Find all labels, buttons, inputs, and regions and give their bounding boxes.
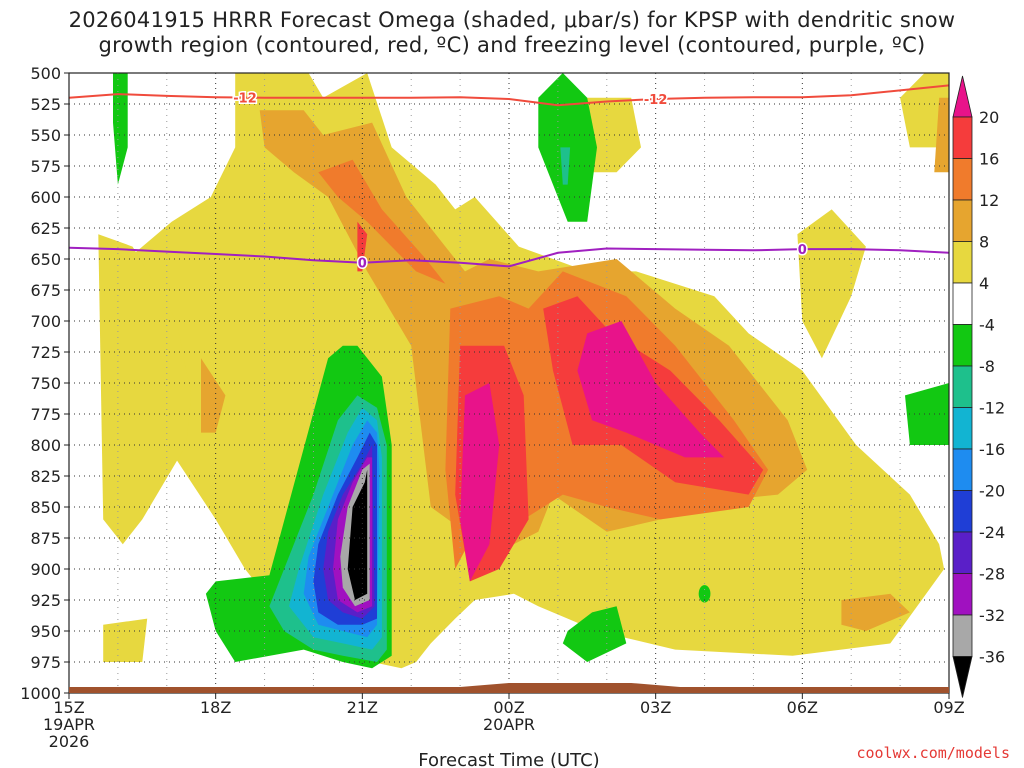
colorbar-label: -20 [979, 482, 1005, 501]
colorbar-bin [952, 448, 973, 491]
y-tick-label: 700 [30, 312, 61, 331]
contour-line [69, 246, 949, 268]
omega-tan-lowright [841, 593, 910, 631]
y-tick-label: 1000 [20, 684, 61, 703]
colorbar-label: 16 [979, 150, 999, 169]
colorbar-cap-bottom [952, 656, 973, 698]
x-tick-year: 2026 [49, 732, 90, 751]
y-tick-label: 825 [30, 467, 61, 486]
colorbar-bin [952, 490, 973, 533]
site-credit: coolwx.com/models [856, 744, 1010, 762]
y-tick-label: 625 [30, 219, 61, 238]
y-tick-label: 975 [30, 653, 61, 672]
y-tick-label: 875 [30, 529, 61, 548]
contour-layer: -12 -12 0 0 [69, 84, 949, 273]
colorbar-bin [952, 614, 973, 657]
colorbar-label: -32 [979, 606, 1005, 625]
plot-grid [69, 73, 949, 693]
x-tick-label: 06Z [787, 698, 818, 717]
x-tick-label: 15Z [53, 698, 84, 717]
y-tick-label: 925 [30, 591, 61, 610]
colorbar-label: -8 [979, 357, 995, 376]
x-tick-label: 09Z [933, 698, 964, 717]
colorbar-label: -24 [979, 523, 1005, 542]
colorbar-cap-top [952, 75, 973, 118]
x-tick-label: 21Z [347, 698, 378, 717]
omega-core-black [347, 469, 368, 600]
plot-axes: 500 525 550 575 600 625 650 675 700 725 750 775 800 8… [20, 64, 964, 751]
colorbar: 20 16 12 8 4 -4 -8 -12 -16 -20 -24 -28 -32 -36 [952, 75, 1005, 698]
omega-yellow-corner [103, 618, 148, 662]
omega-green-right [905, 383, 949, 445]
terrain-bump [460, 683, 681, 687]
omega-shaded-field [98, 73, 949, 669]
colorbar-label: 8 [979, 233, 989, 252]
omega-orange-upper [318, 159, 446, 284]
colorbar-label: 20 [979, 108, 999, 127]
colorbar-label: -28 [979, 565, 1005, 584]
colorbar-label: -4 [979, 316, 995, 335]
x-tick-date: 19APR [43, 715, 95, 734]
omega-green-bottom [562, 606, 627, 662]
colorbar-label: -16 [979, 440, 1005, 459]
omega-yellow-left [98, 234, 192, 545]
y-tick-label: 850 [30, 498, 61, 517]
y-tick-label: 575 [30, 157, 61, 176]
colorbar-bin [952, 241, 973, 284]
y-tick-label: 600 [30, 188, 61, 207]
y-tick-label: 725 [30, 343, 61, 362]
x-tick-date: 20APR [483, 715, 535, 734]
chart-title-line1: 2026041915 HRRR Forecast Omega (shaded, … [68, 8, 956, 32]
y-tick-label: 800 [30, 436, 61, 455]
colorbar-bin [952, 407, 973, 450]
omega-tan-right [934, 97, 949, 173]
chart-title-line2: growth region (contoured, red, ºC) and f… [98, 33, 926, 57]
colorbar-bin [952, 573, 973, 616]
y-tick-label: 525 [30, 95, 61, 114]
colorbar-bin [952, 324, 973, 367]
omega-green-dot [698, 585, 711, 603]
terrain-band [69, 687, 949, 693]
colorbar-bin [952, 199, 973, 242]
y-tick-label: 650 [30, 250, 61, 269]
omega-yellow-topright [900, 73, 949, 148]
colorbar-bin [952, 116, 973, 159]
y-tick-label: 900 [30, 560, 61, 579]
omega-green-topleft [113, 73, 128, 185]
colorbar-bin [952, 158, 973, 201]
y-tick-label: 550 [30, 126, 61, 145]
colorbar-bin [952, 531, 973, 574]
colorbar-bin [952, 282, 973, 325]
omega-magenta-left [460, 383, 500, 582]
contour-label: -12 [644, 93, 668, 108]
x-axis-label: Forecast Time (UTC) [418, 750, 599, 768]
y-tick-label: 675 [30, 281, 61, 300]
colorbar-label: -36 [979, 648, 1005, 667]
colorbar-label: -12 [979, 399, 1005, 418]
colorbar-bin [952, 365, 973, 408]
contour-label: -12 [233, 92, 257, 107]
contour-label: 0 [798, 243, 807, 258]
y-tick-label: 950 [30, 622, 61, 641]
y-tick-label: 775 [30, 405, 61, 424]
colorbar-label: 12 [979, 191, 999, 210]
omega-magenta-right [577, 321, 725, 458]
contour-label: 0 [358, 257, 367, 272]
contour-line [69, 84, 949, 107]
omega-yellow-right [797, 209, 866, 359]
x-tick-label: 00Z [493, 698, 524, 717]
x-tick-label: 03Z [640, 698, 671, 717]
y-tick-label: 750 [30, 374, 61, 393]
colorbar-label: 4 [979, 274, 989, 293]
x-tick-label: 18Z [200, 698, 231, 717]
y-tick-label: 500 [30, 64, 61, 83]
omega-cyan-top [560, 147, 571, 185]
